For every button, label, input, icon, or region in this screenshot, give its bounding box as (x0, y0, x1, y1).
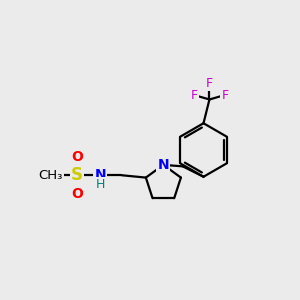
Text: O: O (71, 187, 83, 201)
Text: N: N (158, 158, 169, 172)
Text: O: O (71, 150, 83, 164)
Text: F: F (190, 88, 198, 101)
Text: F: F (221, 88, 229, 101)
Text: N: N (94, 168, 106, 182)
Text: CH₃: CH₃ (39, 169, 63, 182)
Text: H: H (96, 178, 105, 190)
Text: S: S (71, 166, 83, 184)
Text: F: F (206, 76, 213, 90)
